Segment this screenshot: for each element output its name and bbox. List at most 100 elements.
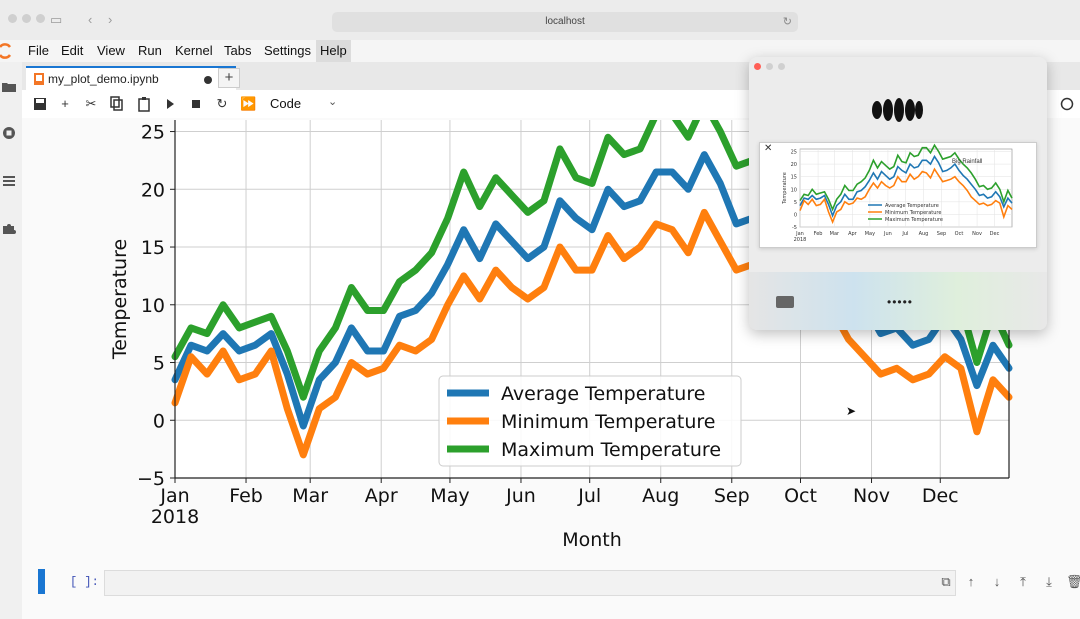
x-tick-label-5: Jun (505, 485, 536, 507)
chart-axes: −5 0 5 10 15 20 25 Jan Feb Mar Apr May Jun Jul Aug Sep O… (109, 120, 1010, 551)
new-launcher-button[interactable]: + (218, 68, 240, 88)
copy-icon[interactable] (109, 96, 125, 112)
jupyter-logo-icon (0, 43, 12, 59)
mouse-pointer-icon: ➤ (846, 404, 857, 418)
y-tick-label-4: 15 (141, 237, 165, 259)
x-tick-label-7: Aug (642, 485, 679, 507)
delete-cell-icon[interactable]: 🗑 (1066, 574, 1080, 589)
mini-annotation: Big Rainfall (952, 159, 982, 165)
cell-type-select[interactable]: Code (270, 96, 302, 111)
pip-zoom-light[interactable] (778, 63, 785, 70)
chevron-left-icon[interactable]: ‹ (88, 12, 93, 27)
mini-x-tick-label-10: Nov (972, 231, 982, 237)
insert-above-icon[interactable]: ⤒ (1020, 574, 1026, 589)
insert-below-icon[interactable]: ⤓ (1046, 574, 1052, 589)
x-tick-label-1: Feb (229, 485, 263, 507)
more-dots-icon[interactable]: ••••• (887, 295, 914, 309)
mini-x-tick-label-5: Jun (883, 231, 892, 237)
pip-close-light[interactable] (754, 63, 761, 70)
mini-temperature-chart: Jan Feb Mar Apr May Jun Jul Aug Sep Oct Nov Dec -5 0 5… (782, 143, 1013, 243)
mini-y-tick-label-4: 15 (791, 175, 797, 181)
menu-tabs[interactable]: Tabs (224, 43, 252, 58)
mini-y-axis-label: Temperature (782, 172, 788, 205)
menu-settings[interactable]: Settings (264, 43, 311, 58)
active-cell-indicator (38, 569, 45, 594)
move-up-icon[interactable]: ↑ (967, 574, 975, 589)
tab-title: my_plot_demo.ipynb (48, 72, 159, 86)
folder-icon[interactable] (2, 80, 16, 94)
mini-y-tick-label-5: 20 (791, 162, 797, 168)
y-tick-label-3: 10 (141, 295, 165, 317)
cut-icon[interactable]: ✂ (85, 96, 97, 111)
table-of-contents-icon[interactable] (2, 174, 16, 188)
code-cell-input[interactable] (104, 570, 956, 596)
restart-kernel-icon[interactable]: ↻ (216, 96, 228, 111)
menu-view[interactable]: View (97, 43, 125, 58)
extension-puzzle-icon[interactable] (2, 222, 16, 236)
paste-icon[interactable] (136, 96, 152, 112)
x-tick-label-0: Jan (159, 485, 189, 507)
x-tick-label-9: Oct (784, 485, 817, 507)
x-tick-label-10: Nov (853, 485, 890, 507)
menu-run[interactable]: Run (138, 43, 162, 58)
mini-x-tick-label-2: Mar (830, 231, 840, 237)
mini-legend-label-0: Average Temperature (885, 203, 939, 209)
zoom-window-light[interactable] (36, 14, 45, 23)
duplicate-cell-icon[interactable]: ⧉ (941, 574, 951, 589)
running-kernels-icon[interactable] (2, 126, 16, 140)
y-tick-label-5: 20 (141, 179, 165, 201)
cell-prompt: [ ]: (70, 575, 99, 589)
x-tick-label-2: Mar (292, 485, 328, 507)
mini-y-tick-label-3: 10 (791, 187, 797, 193)
menu-help[interactable]: Help (316, 40, 351, 62)
mini-y-tick-label-2: 5 (794, 200, 797, 206)
address-bar[interactable]: localhost ↻ (332, 12, 798, 32)
insert-cell-icon[interactable]: + (61, 96, 69, 111)
mini-y-tick-label-6: 25 (791, 150, 797, 156)
picture-in-picture-window[interactable]: ✕ Jan Feb Mar Apr May Jun Jul Aug Sep Oct Nov Dec -5… (749, 57, 1047, 330)
unsaved-indicator-icon[interactable] (204, 76, 212, 84)
chevron-right-icon[interactable]: › (108, 12, 113, 27)
chevron-down-icon[interactable]: ⌄ (328, 96, 338, 108)
close-icon[interactable]: ✕ (764, 143, 773, 154)
menu-kernel[interactable]: Kernel (175, 43, 213, 58)
mini-y-tick-label-0: -5 (792, 225, 797, 231)
y-tick-label-1: 0 (153, 410, 165, 432)
mini-series-line-2 (799, 143, 1013, 212)
y-tick-label-2: 5 (153, 353, 165, 375)
pip-plot-preview: ✕ Jan Feb Mar Apr May Jun Jul Aug Sep Oct Nov Dec -5… (759, 142, 1037, 248)
left-sidebar-rail (0, 62, 23, 619)
pip-minimize-light[interactable] (766, 63, 773, 70)
series-line-1 (171, 208, 1013, 459)
legend-label-0: Average Temperature (501, 383, 705, 405)
move-down-icon[interactable]: ↓ (993, 574, 1001, 589)
sidebar-toggle-icon[interactable]: ▭ (50, 12, 63, 27)
minimize-window-light[interactable] (22, 14, 31, 23)
kernel-status-circle-icon (1060, 97, 1074, 111)
browser-toolbar: ▭ ‹ › localhost ↻ (0, 0, 1080, 41)
restart-run-all-icon[interactable]: ⏩ (240, 96, 257, 111)
menu-edit[interactable]: Edit (61, 43, 84, 58)
x-tick-label-8: Sep (714, 485, 750, 507)
mini-year-label: 2018 (794, 237, 807, 243)
mini-x-tick-label-9: Oct (955, 231, 964, 237)
tab-my-plot-demo[interactable]: my_plot_demo.ipynb (26, 66, 236, 90)
y-axis-label: Temperature (109, 239, 131, 360)
reload-icon[interactable]: ↻ (782, 16, 792, 28)
menu-file[interactable]: File (28, 43, 49, 58)
mini-legend-label-1: Minimum Temperature (885, 210, 941, 216)
mini-x-tick-label-8: Sep (937, 231, 946, 237)
stop-icon[interactable] (188, 96, 204, 112)
mini-x-tick-label-4: May (865, 231, 875, 237)
save-icon[interactable] (32, 96, 48, 112)
monitor-icon[interactable] (776, 296, 794, 308)
mini-series-line-0 (799, 154, 1013, 218)
x-tick-label-4: May (430, 485, 469, 507)
notebook-file-icon (34, 73, 44, 85)
close-window-light[interactable] (8, 14, 17, 23)
app-logo-icon (872, 98, 923, 122)
mini-legend-label-2: Maximum Temperature (885, 217, 943, 223)
mini-x-tick-label-1: Feb (814, 231, 823, 237)
mini-x-tick-label-3: Apr (848, 231, 858, 237)
run-icon[interactable] (162, 96, 178, 112)
